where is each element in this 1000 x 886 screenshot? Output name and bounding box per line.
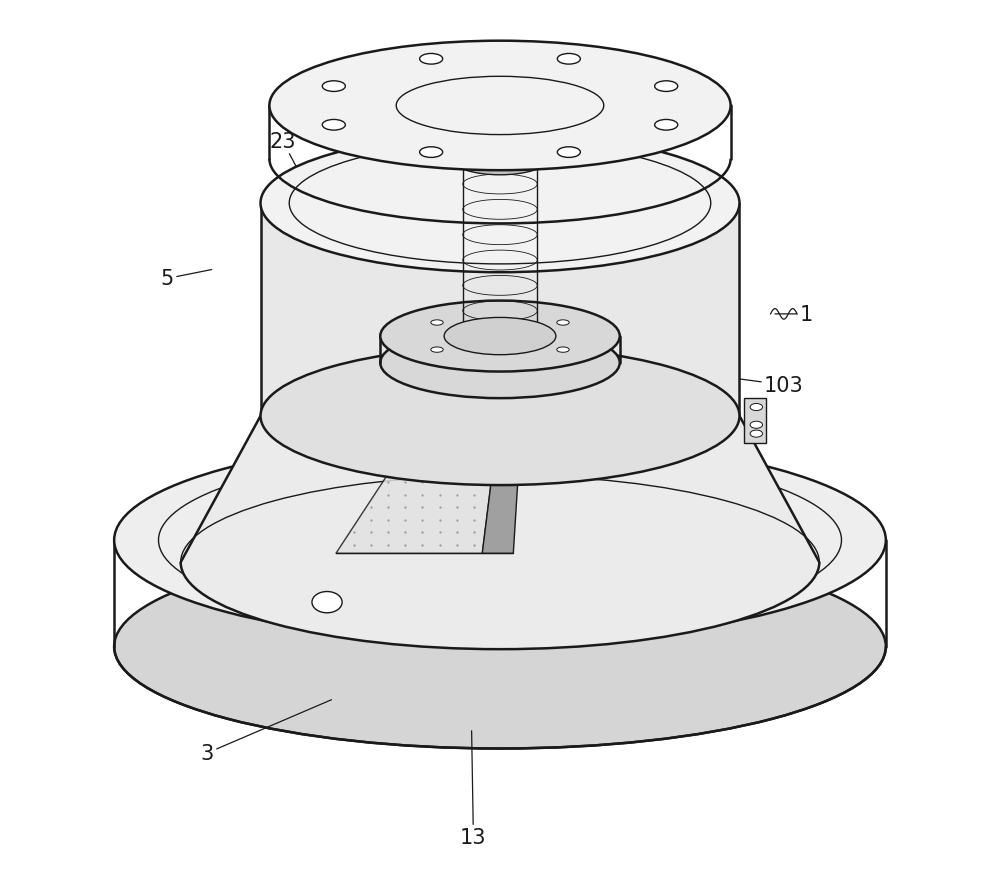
Ellipse shape [114,545,886,749]
Ellipse shape [750,422,763,429]
Ellipse shape [431,321,443,326]
Text: 13: 13 [460,731,487,847]
Ellipse shape [557,347,569,353]
Text: 3: 3 [201,700,331,763]
Ellipse shape [322,120,345,131]
Text: 1: 1 [775,305,813,324]
Ellipse shape [750,404,763,411]
Ellipse shape [114,439,886,642]
Text: 6: 6 [405,119,418,226]
Ellipse shape [312,592,342,613]
Ellipse shape [380,301,620,372]
Ellipse shape [269,42,731,171]
Ellipse shape [420,54,443,65]
Ellipse shape [750,431,763,438]
Ellipse shape [380,328,620,399]
Polygon shape [744,399,766,443]
Ellipse shape [261,347,739,486]
Text: 5: 5 [161,269,212,289]
Text: 101: 101 [509,119,578,186]
Ellipse shape [431,347,443,353]
Ellipse shape [557,148,580,159]
Ellipse shape [322,82,345,92]
Ellipse shape [444,318,556,355]
Polygon shape [482,412,522,554]
Polygon shape [261,204,739,416]
Ellipse shape [420,148,443,159]
Ellipse shape [557,321,569,326]
Ellipse shape [655,82,678,92]
Ellipse shape [557,54,580,65]
Polygon shape [181,416,819,649]
Text: 103: 103 [717,376,804,395]
Text: 23: 23 [269,132,327,226]
Polygon shape [336,412,500,554]
Ellipse shape [655,120,678,131]
Text: 102: 102 [717,518,821,577]
Ellipse shape [261,135,739,273]
Ellipse shape [452,144,548,175]
